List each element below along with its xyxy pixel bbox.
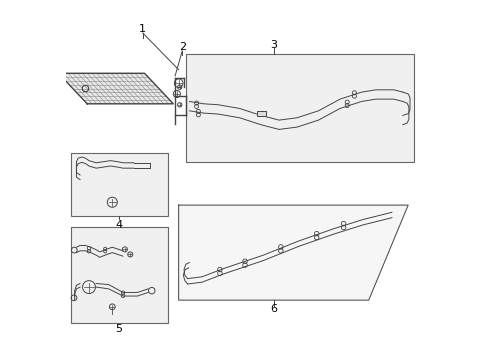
Bar xyxy=(71,226,168,323)
Text: 2: 2 xyxy=(179,42,186,51)
Bar xyxy=(257,111,266,116)
Text: 5: 5 xyxy=(115,324,122,334)
Text: 3: 3 xyxy=(270,40,277,50)
Polygon shape xyxy=(179,205,408,300)
Text: 1: 1 xyxy=(139,24,147,34)
Text: 6: 6 xyxy=(270,304,277,314)
Bar xyxy=(71,153,168,216)
Text: 4: 4 xyxy=(115,220,122,230)
Polygon shape xyxy=(58,73,173,104)
Bar xyxy=(186,54,414,162)
